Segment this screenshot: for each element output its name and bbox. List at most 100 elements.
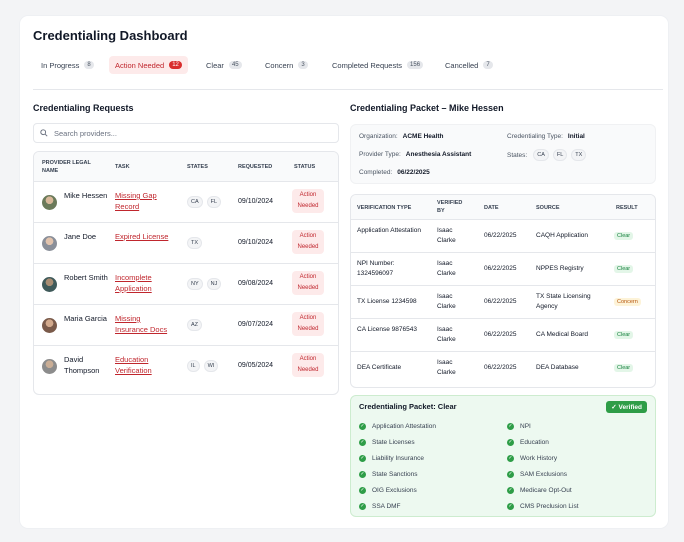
col-provider-name: PROVIDER LEGAL NAME	[42, 160, 91, 174]
table-row: Application Attestation Isaac Clarke 06/…	[351, 220, 655, 253]
search-input[interactable]	[54, 128, 314, 138]
check-item: ✓ SSA DMF	[359, 503, 401, 510]
credentialing-type-value: Initial	[567, 133, 585, 140]
state-chip: IL	[187, 360, 200, 372]
verified-badge-label: Verified	[618, 404, 642, 411]
check-item: ✓ Education	[507, 439, 549, 446]
state-chips: NY NJ	[187, 278, 222, 290]
check-item-label: OIG Exclusions	[372, 487, 417, 494]
check-item: ✓ Liability Insurance	[359, 455, 424, 462]
provider-type-field: Provider Type: Anesthesia Assistant	[359, 151, 471, 158]
avatar	[42, 195, 57, 210]
state-chip: NJ	[206, 278, 222, 290]
verification-date: 06/22/2025	[484, 364, 517, 371]
tab-label: Action Needed	[115, 60, 165, 70]
page-title: Credentialing Dashboard	[33, 28, 188, 43]
requested-date: 09/07/2024	[238, 321, 274, 328]
check-item-label: State Sanctions	[372, 471, 418, 478]
check-item-label: Medicare Opt-Out	[520, 487, 572, 494]
table-row[interactable]: David Thompson Education Verification IL…	[34, 346, 338, 387]
check-circle-icon: ✓	[507, 487, 514, 494]
verification-table-header: VERIFICATION TYPE VERIFIED BY DATE SOURC…	[351, 195, 655, 220]
status-badge: Action Needed	[292, 312, 324, 336]
requested-date: 09/05/2024	[238, 362, 274, 369]
tab-action-needed[interactable]: Action Needed 12	[109, 56, 188, 74]
verification-type: CA License 9876543	[357, 326, 417, 333]
state-chip: NY	[187, 278, 203, 290]
check-icon: ✓	[611, 404, 619, 411]
check-item: ✓ NPI	[507, 423, 531, 430]
state-chips: AZ	[187, 319, 203, 331]
table-row: NPI Number: 1324596097 Isaac Clarke 06/2…	[351, 253, 655, 286]
check-item-label: SAM Exclusions	[520, 471, 567, 478]
col-result: RESULT	[616, 205, 638, 211]
task-link[interactable]: Incomplete Application	[115, 273, 152, 293]
table-row[interactable]: Robert Smith Incomplete Application NY NJ…	[34, 264, 338, 305]
table-row: DEA Certificate Isaac Clarke 06/22/2025 …	[351, 352, 655, 385]
state-chip: FL	[552, 149, 568, 161]
col-states: STATES	[187, 164, 208, 170]
credentialing-type-field: Credentialing Type: Initial	[507, 133, 585, 140]
result-badge: Clear	[614, 364, 634, 372]
check-item: ✓ Medicare Opt-Out	[507, 487, 572, 494]
col-status: STATUS	[294, 164, 316, 170]
check-circle-icon: ✓	[359, 439, 366, 446]
table-row[interactable]: Maria Garcia Missing Insurance Docs AZ 0…	[34, 305, 338, 346]
tab-label: Concern	[265, 60, 294, 70]
verification-type: Application Attestation	[357, 227, 421, 234]
task-link[interactable]: Missing Insurance Docs	[115, 314, 168, 334]
check-item: ✓ CMS Preclusion List	[507, 503, 579, 510]
state-chips: CA FL	[187, 196, 222, 208]
requests-table: PROVIDER LEGAL NAME TASK STATES REQUESTE…	[33, 151, 339, 395]
tab-cancelled[interactable]: Cancelled 7	[439, 56, 499, 74]
verification-source: CA Medical Board	[536, 331, 589, 338]
check-circle-icon: ✓	[507, 439, 514, 446]
tab-in-progress[interactable]: In Progress 8	[35, 56, 100, 74]
col-verified-by: VERIFIED BY	[437, 200, 463, 214]
dashboard-card: Credentialing Dashboard In Progress 8 Act…	[20, 16, 668, 528]
requested-date: 09/10/2024	[238, 239, 274, 246]
verified-by: Isaac Clarke	[437, 293, 456, 310]
organization-value: ACME Health	[402, 133, 444, 140]
check-item: ✓ Application Attestation	[359, 423, 436, 430]
search-icon	[40, 129, 48, 137]
task-link[interactable]: Expired License	[115, 232, 169, 241]
check-circle-icon: ✓	[507, 455, 514, 462]
col-requested: REQUESTED	[238, 164, 273, 170]
task-link[interactable]: Missing Gap Record	[115, 191, 157, 211]
check-circle-icon: ✓	[359, 487, 366, 494]
task-link[interactable]: Education Verification	[115, 355, 152, 375]
verified-badge: ✓ Verified	[606, 401, 647, 413]
state-chip: TX	[187, 237, 203, 249]
tab-count-badge: 7	[483, 61, 493, 69]
provider-name: Robert Smith	[64, 273, 108, 282]
tab-count-badge: 45	[228, 61, 242, 69]
verification-date: 06/22/2025	[484, 265, 517, 272]
verification-type: TX License 1234598	[357, 298, 417, 305]
state-chips: TX	[187, 237, 203, 249]
tab-clear[interactable]: Clear 45	[200, 56, 248, 74]
state-chips: IL WI	[187, 360, 219, 372]
check-item-label: State Licenses	[372, 439, 415, 446]
table-row[interactable]: Jane Doe Expired License TX 09/10/2024 A…	[34, 223, 338, 264]
state-chip: CA	[187, 196, 203, 208]
avatar	[42, 318, 57, 333]
check-item-label: Liability Insurance	[372, 455, 425, 462]
avatar	[42, 359, 57, 374]
col-date: DATE	[484, 205, 499, 211]
table-row[interactable]: Mike Hessen Missing Gap Record CA FL 09/1…	[34, 182, 338, 223]
table-row: CA License 9876543 Isaac Clarke 06/22/20…	[351, 319, 655, 352]
requests-title: Credentialing Requests	[33, 103, 134, 113]
verification-date: 06/22/2025	[484, 298, 517, 305]
tab-completed-requests[interactable]: Completed Requests 156	[326, 56, 429, 74]
packet-summary: Credentialing Packet: Clear ✓ Verified ✓…	[350, 395, 656, 517]
search-box[interactable]	[33, 123, 339, 143]
tab-concern[interactable]: Concern 3	[259, 56, 314, 74]
avatar	[42, 236, 57, 251]
verified-by: Isaac Clarke	[437, 326, 456, 343]
result-badge: Clear	[614, 265, 634, 273]
status-badge: Action Needed	[292, 271, 324, 295]
requested-date: 09/08/2024	[238, 280, 274, 287]
status-badge: Action Needed	[292, 230, 324, 254]
state-chip: TX	[571, 149, 587, 161]
